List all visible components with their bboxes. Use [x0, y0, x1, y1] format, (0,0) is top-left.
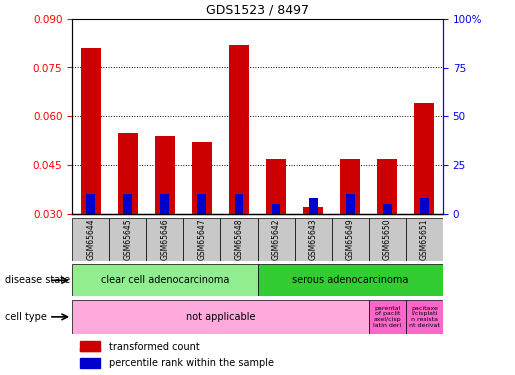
- Bar: [81, 48, 100, 214]
- Bar: [183, 217, 220, 261]
- Bar: [420, 198, 429, 214]
- Bar: [295, 217, 332, 261]
- Bar: [346, 194, 355, 214]
- Text: GSM65651: GSM65651: [420, 218, 429, 260]
- Bar: [229, 45, 249, 214]
- Text: not applicable: not applicable: [186, 312, 255, 322]
- Bar: [109, 217, 146, 261]
- Bar: [377, 159, 397, 214]
- Bar: [197, 194, 207, 214]
- Bar: [72, 300, 369, 334]
- Bar: [79, 341, 100, 351]
- Bar: [192, 142, 212, 214]
- Text: GSM65642: GSM65642: [271, 218, 281, 260]
- Text: GSM65643: GSM65643: [308, 218, 318, 260]
- Bar: [234, 194, 244, 214]
- Bar: [303, 207, 323, 214]
- Text: transformed count: transformed count: [109, 342, 200, 352]
- Bar: [406, 300, 443, 334]
- Bar: [79, 358, 100, 368]
- Bar: [72, 264, 258, 296]
- Bar: [146, 217, 183, 261]
- Bar: [308, 198, 318, 214]
- Bar: [332, 217, 369, 261]
- Text: GSM65650: GSM65650: [383, 218, 392, 260]
- Text: clear cell adenocarcinoma: clear cell adenocarcinoma: [100, 275, 229, 285]
- Text: GSM65644: GSM65644: [86, 218, 95, 260]
- Text: cell type: cell type: [5, 312, 47, 322]
- Title: GDS1523 / 8497: GDS1523 / 8497: [206, 3, 309, 16]
- Bar: [155, 136, 175, 214]
- Text: pacitaxe
l/cisplati
n resista
nt derivat: pacitaxe l/cisplati n resista nt derivat: [409, 306, 440, 328]
- Bar: [123, 194, 132, 214]
- Bar: [369, 217, 406, 261]
- Text: GSM65645: GSM65645: [123, 218, 132, 260]
- Bar: [86, 194, 95, 214]
- Text: serous adenocarcinoma: serous adenocarcinoma: [292, 275, 408, 285]
- Text: GSM65647: GSM65647: [197, 218, 207, 260]
- Text: disease state: disease state: [5, 275, 70, 285]
- Bar: [258, 217, 295, 261]
- Bar: [258, 264, 443, 296]
- Bar: [340, 159, 360, 214]
- Bar: [266, 159, 286, 214]
- Text: percentile rank within the sample: percentile rank within the sample: [109, 358, 274, 368]
- Bar: [160, 194, 169, 214]
- Bar: [72, 217, 109, 261]
- Bar: [406, 217, 443, 261]
- Bar: [118, 132, 138, 214]
- Bar: [271, 204, 281, 214]
- Text: GSM65648: GSM65648: [234, 218, 244, 260]
- Text: GSM65649: GSM65649: [346, 218, 355, 260]
- Bar: [79, 348, 100, 351]
- Bar: [369, 300, 406, 334]
- Text: parental
of paclit
axel/cisp
latin deri: parental of paclit axel/cisp latin deri: [373, 306, 401, 328]
- Bar: [383, 204, 392, 214]
- Bar: [220, 217, 258, 261]
- Bar: [415, 103, 434, 214]
- Text: GSM65646: GSM65646: [160, 218, 169, 260]
